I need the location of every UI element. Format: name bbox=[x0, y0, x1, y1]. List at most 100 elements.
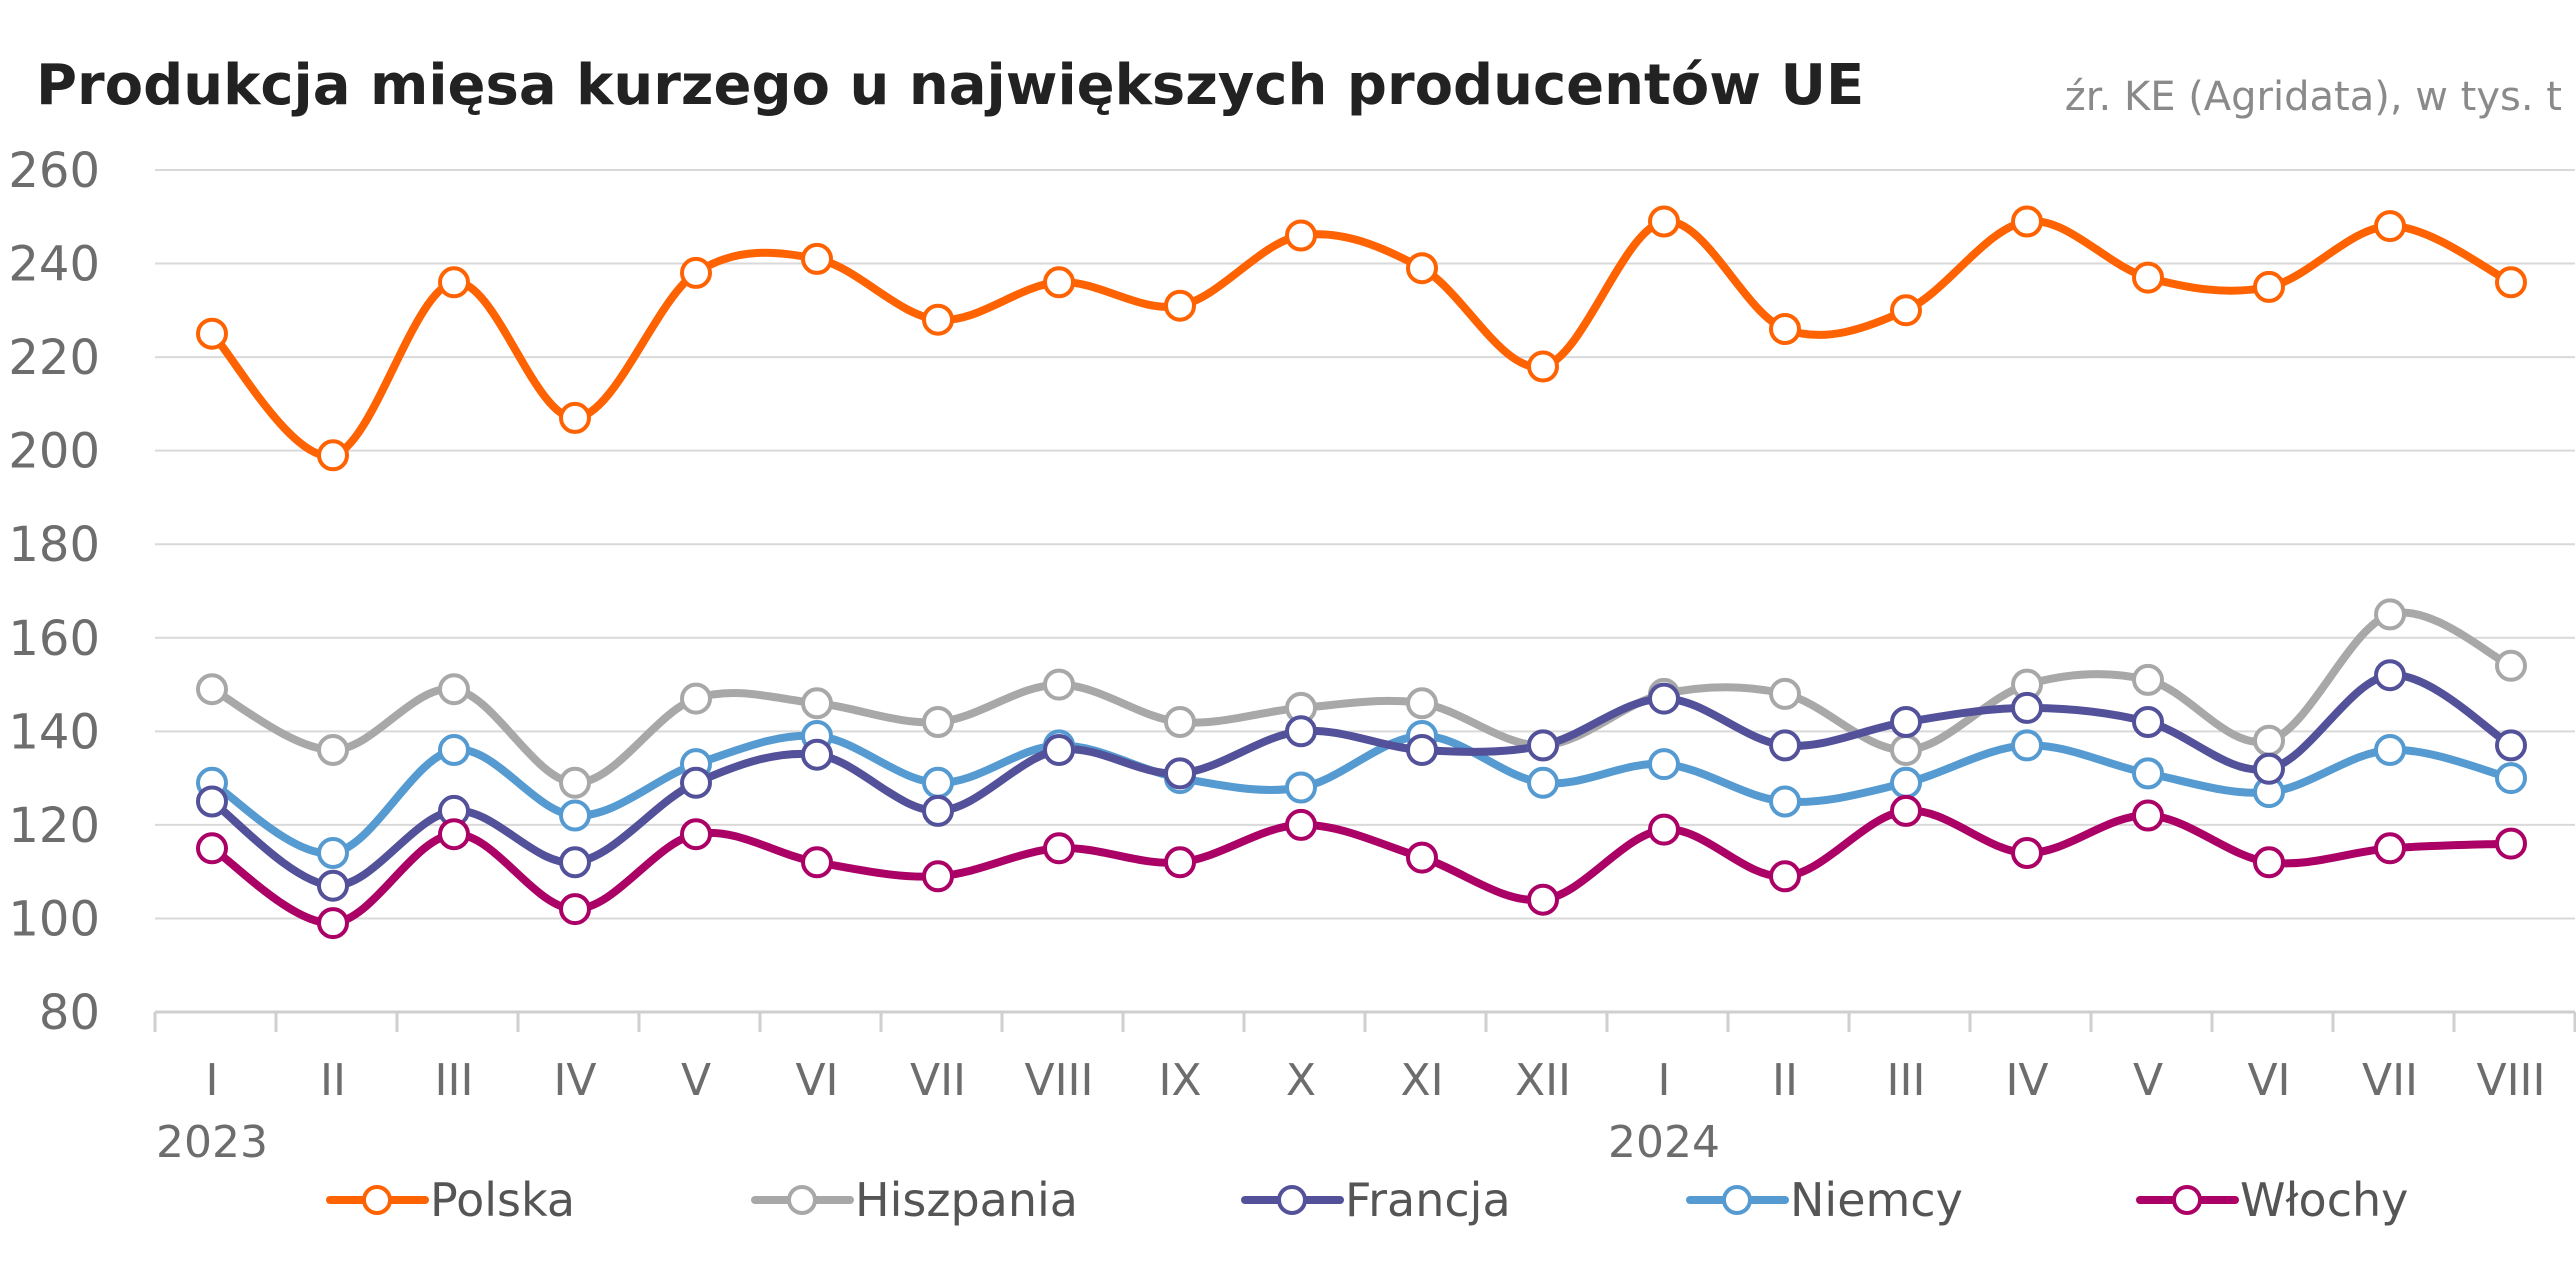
data-point-w-ochy bbox=[438, 818, 470, 851]
y-tick-label: 140 bbox=[8, 704, 100, 760]
series-line-w-ochy bbox=[208, 806, 2515, 928]
legend-marker-polska bbox=[362, 1185, 392, 1215]
data-point-w-ochy bbox=[680, 818, 712, 851]
series-lines bbox=[208, 217, 2515, 928]
data-point-hiszpania bbox=[196, 673, 228, 706]
x-tick-label: III bbox=[435, 1055, 474, 1106]
data-point-niemcy bbox=[1527, 766, 1559, 799]
x-tick-label: IV bbox=[553, 1055, 596, 1106]
data-point-niemcy bbox=[2011, 729, 2043, 762]
data-point-niemcy bbox=[922, 766, 954, 799]
data-point-polska bbox=[1648, 205, 1680, 238]
x-tick-label: III bbox=[1887, 1055, 1926, 1106]
data-point-w-ochy bbox=[2132, 799, 2164, 832]
data-point-hiszpania bbox=[1164, 706, 1196, 738]
x-tick-label: VI bbox=[795, 1055, 838, 1106]
data-point-hiszpania bbox=[2495, 649, 2527, 682]
legend-item-w-ochy: Włochy bbox=[2136, 1173, 2408, 1227]
data-point-polska bbox=[196, 317, 228, 350]
data-point-polska bbox=[438, 266, 470, 299]
data-point-francja bbox=[317, 869, 349, 902]
data-point-niemcy bbox=[1769, 785, 1801, 818]
data-point-w-ochy bbox=[2011, 837, 2043, 869]
data-point-polska bbox=[922, 303, 954, 336]
legend-item-polska: Polska bbox=[326, 1173, 575, 1227]
legend-label-w-ochy: Włochy bbox=[2240, 1173, 2408, 1227]
x-tick-label: IV bbox=[2005, 1055, 2048, 1106]
data-point-francja bbox=[2253, 752, 2285, 785]
data-point-polska bbox=[680, 256, 712, 289]
x-tick-label: I bbox=[1658, 1055, 1671, 1106]
data-point-w-ochy bbox=[2253, 846, 2285, 879]
y-tick-label: 200 bbox=[8, 424, 100, 480]
y-tick-label: 220 bbox=[8, 330, 100, 386]
chart-source: źr. KE (Agridata), w tys. t bbox=[2065, 74, 2562, 120]
data-point-francja bbox=[922, 794, 954, 827]
data-point-w-ochy bbox=[559, 893, 591, 926]
data-point-polska bbox=[559, 401, 591, 434]
data-point-niemcy bbox=[2132, 757, 2164, 790]
data-point-w-ochy bbox=[2495, 827, 2527, 860]
series-markers bbox=[196, 205, 2527, 940]
data-point-hiszpania bbox=[2253, 724, 2285, 757]
x-tick-label: VI bbox=[2247, 1055, 2290, 1106]
x-tick-label: VII bbox=[2362, 1055, 2418, 1106]
data-point-w-ochy bbox=[801, 846, 833, 879]
x-tick-label: XI bbox=[1400, 1055, 1443, 1106]
data-point-polska bbox=[1769, 313, 1801, 345]
data-point-polska bbox=[1527, 350, 1559, 383]
legend-label-polska: Polska bbox=[430, 1173, 575, 1227]
data-point-hiszpania bbox=[1406, 687, 1438, 720]
data-point-francja bbox=[1648, 682, 1680, 715]
data-point-w-ochy bbox=[196, 832, 228, 865]
series-line-polska bbox=[208, 217, 2515, 460]
data-point-francja bbox=[2374, 659, 2406, 692]
x-axis bbox=[153, 1010, 2576, 1032]
legend: Polska Hiszpania Francja Niemcy Włochy bbox=[326, 1173, 2408, 1227]
legend-marker-w-ochy bbox=[2172, 1185, 2202, 1215]
legend-marker-niemcy bbox=[1722, 1185, 1752, 1215]
y-tick-label: 160 bbox=[8, 611, 100, 667]
legend-marker-francja bbox=[1277, 1185, 1307, 1215]
data-point-polska bbox=[2011, 205, 2043, 238]
data-point-hiszpania bbox=[317, 734, 349, 766]
x-axis-labels: I II III IV V VI VII VIII IX X XI XII I II III IV V VI VII… bbox=[156, 1055, 2546, 1168]
x-tick-label: XII bbox=[1515, 1055, 1571, 1106]
legend-marker-hiszpania bbox=[787, 1185, 817, 1215]
data-point-polska bbox=[801, 242, 833, 275]
data-point-niemcy bbox=[2495, 762, 2527, 795]
data-point-francja bbox=[196, 785, 228, 818]
data-point-w-ochy bbox=[1648, 813, 1680, 846]
data-point-hiszpania bbox=[922, 706, 954, 738]
y-axis: 80 100 120 140 160 180 200 220 240 260 bbox=[8, 143, 100, 1041]
data-point-polska bbox=[1164, 289, 1196, 322]
data-point-hiszpania bbox=[1043, 668, 1075, 701]
x-tick-label: V bbox=[2133, 1055, 2163, 1106]
chart-title: Produkcja mięsa kurzego u największych p… bbox=[36, 53, 1864, 118]
x-tick-label: I bbox=[206, 1055, 219, 1106]
y-tick-label: 120 bbox=[8, 798, 100, 854]
data-point-polska bbox=[1285, 219, 1317, 252]
data-point-w-ochy bbox=[1164, 846, 1196, 879]
data-point-w-ochy bbox=[1406, 841, 1438, 874]
data-point-niemcy bbox=[1648, 748, 1680, 781]
data-point-francja bbox=[2495, 729, 2527, 762]
data-point-francja bbox=[1043, 734, 1075, 766]
year-label: 2023 bbox=[156, 1117, 268, 1168]
data-point-w-ochy bbox=[1285, 808, 1317, 841]
y-tick-label: 180 bbox=[8, 517, 100, 573]
data-point-w-ochy bbox=[1527, 883, 1559, 916]
data-point-hiszpania bbox=[801, 687, 833, 720]
legend-label-francja: Francja bbox=[1345, 1173, 1511, 1227]
data-point-polska bbox=[317, 439, 349, 472]
x-tick-label: X bbox=[1286, 1055, 1316, 1106]
data-point-niemcy bbox=[2374, 734, 2406, 766]
x-tick-label: V bbox=[681, 1055, 711, 1106]
data-point-hiszpania bbox=[1890, 734, 1922, 766]
data-point-francja bbox=[680, 766, 712, 799]
legend-label-hiszpania: Hiszpania bbox=[855, 1173, 1078, 1227]
data-point-polska bbox=[2495, 266, 2527, 299]
x-tick-label: II bbox=[1772, 1055, 1798, 1106]
legend-item-hiszpania: Hiszpania bbox=[751, 1173, 1078, 1227]
